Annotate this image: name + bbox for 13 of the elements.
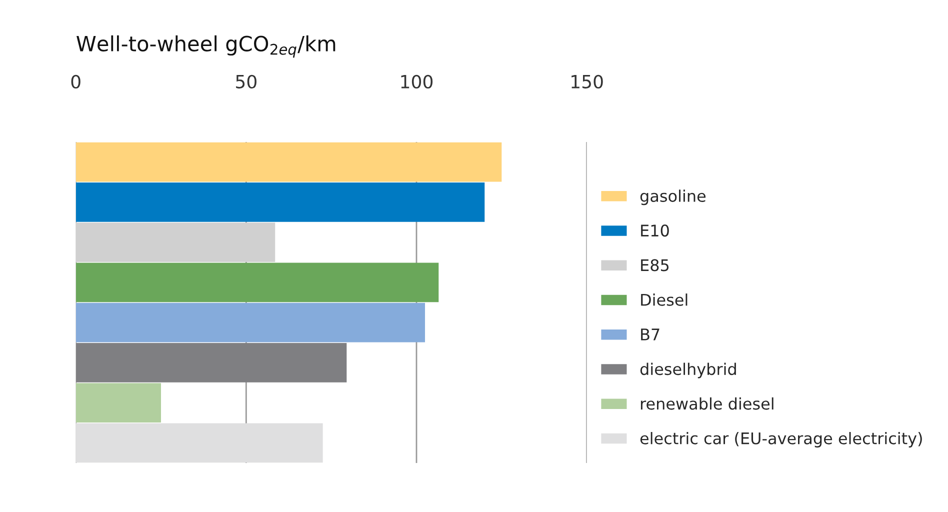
x-tick-label: 0 <box>71 74 80 88</box>
legend-label: gasoline <box>640 190 706 206</box>
x-tick-label: 50 <box>236 74 256 88</box>
legend-label: E85 <box>641 259 669 272</box>
legend-label: B7 <box>641 328 660 340</box>
x-tick-label: 100 <box>401 74 433 88</box>
x-tick-label: 150 <box>572 74 603 88</box>
legend-label: electric car (EU-average electricity) <box>640 432 922 448</box>
legend-label: dieselhybrid <box>640 362 736 378</box>
chart-title: Well-to-wheel gCO$_{2eq}$/km <box>76 35 336 58</box>
legend-label: Diesel <box>641 294 688 306</box>
legend-label: renewable diesel <box>640 397 774 410</box>
legend-label: E10 <box>641 224 669 237</box>
